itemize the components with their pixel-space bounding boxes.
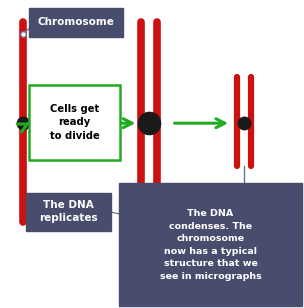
FancyBboxPatch shape [26,192,111,231]
Text: Chromosome: Chromosome [38,17,114,27]
FancyBboxPatch shape [119,183,302,306]
Text: The DNA
condenses. The
chromosome
now has a typical
structure that we
see in mic: The DNA condenses. The chromosome now ha… [160,209,261,281]
Text: Cells get
ready
to divide: Cells get ready to divide [50,104,99,141]
FancyBboxPatch shape [29,85,120,160]
Text: The DNA
replicates: The DNA replicates [39,200,98,223]
FancyBboxPatch shape [29,8,123,37]
